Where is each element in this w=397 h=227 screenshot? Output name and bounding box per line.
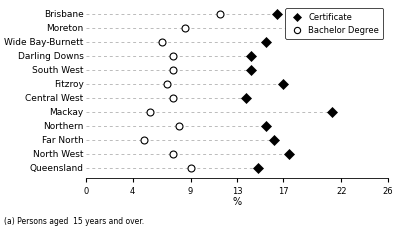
X-axis label: %: %	[232, 197, 241, 207]
Text: (a) Persons aged  15 years and over.: (a) Persons aged 15 years and over.	[4, 217, 144, 226]
Legend: Certificate, Bachelor Degree: Certificate, Bachelor Degree	[285, 8, 384, 39]
